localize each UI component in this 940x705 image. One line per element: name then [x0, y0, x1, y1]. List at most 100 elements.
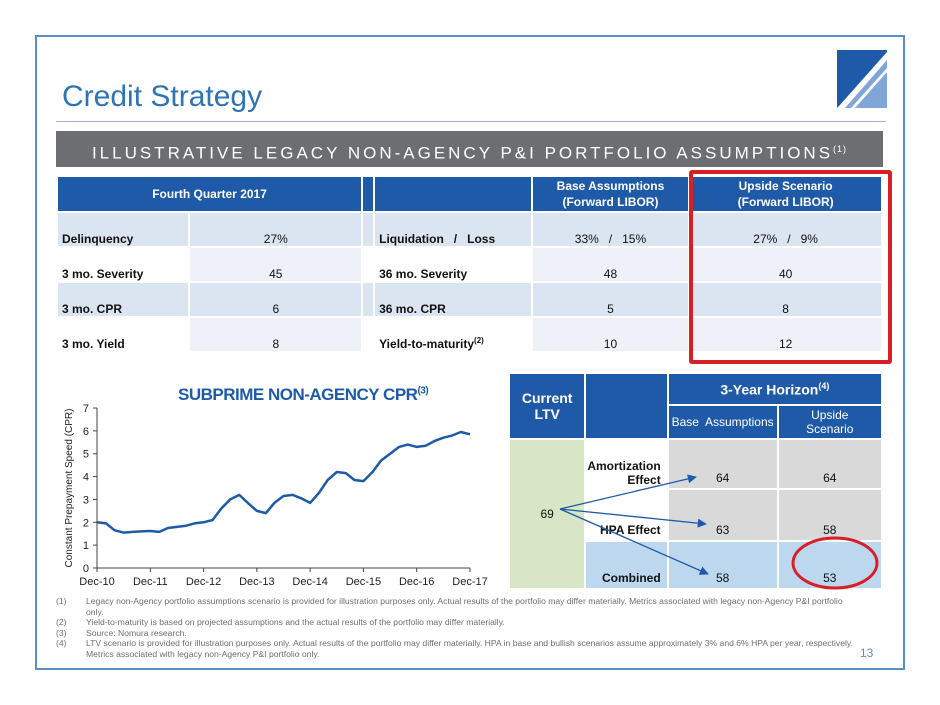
row-value: 45	[190, 248, 362, 281]
header-base-assumptions: Base Assumptions (Forward LIBOR)	[532, 177, 689, 211]
header-upside-line2: (Forward LIBOR)	[737, 195, 834, 209]
row-base: 33% / 15%	[532, 213, 689, 246]
row-spacer	[363, 213, 374, 246]
y-tick-label: 0	[83, 563, 89, 575]
header-base-line1: Base Assumptions	[556, 179, 665, 193]
row-value: 8	[190, 318, 362, 351]
row-label-2: Yield-to-maturity(2)	[375, 318, 531, 351]
table-row: 69 Amortization Effect 64 64	[510, 440, 881, 588]
row-label: 3 mo. Yield	[58, 318, 189, 351]
upside-value: 58	[778, 490, 881, 540]
row-value: 27%	[190, 213, 362, 246]
y-tick-label: 7	[83, 403, 89, 415]
x-tick-label: Dec-16	[399, 576, 434, 588]
base-value: 64	[668, 440, 777, 488]
row-base: 48	[532, 248, 689, 281]
effect-label-line1: Amortization	[587, 459, 661, 473]
x-tick-label: Dec-12	[186, 576, 221, 588]
table-row: 3 mo. Yield 8 Yield-to-maturity(2) 10 12	[58, 318, 881, 351]
chart-title: SUBPRIME NON-AGENCY CPR(3)	[178, 385, 429, 405]
upside-line2: Scenario	[806, 422, 854, 436]
footnote-number: (1)	[56, 596, 67, 606]
footnote-text: Source: Nomura research.	[86, 627, 187, 638]
assumptions-table: Fourth Quarter 2017 Base Assumptions (Fo…	[56, 175, 883, 353]
table-row: 3 mo. CPR 6 36 mo. CPR 5 8	[58, 283, 881, 316]
chart-title-footnote-ref: (3)	[417, 385, 429, 397]
header-fourth-quarter: Fourth Quarter 2017	[58, 177, 362, 211]
table-row: 3 mo. Severity 45 36 mo. Severity 48 40	[58, 248, 881, 281]
row-label: 3 mo. Severity	[58, 248, 189, 281]
effect-label: Amortization Effect	[586, 440, 666, 488]
cpr-series-line	[96, 430, 471, 534]
base-value: 58	[668, 542, 777, 588]
header-upside-scenario: Upside Scenario (Forward LIBOR)	[690, 177, 881, 211]
row-label-2: Liquidation / Loss	[375, 213, 531, 246]
ltv-subheader-row: Base Assumptions Upside Scenario	[510, 406, 881, 438]
upside-highlight-box	[689, 170, 892, 364]
chart-series-group	[96, 430, 471, 534]
page-title: Credit Strategy	[62, 80, 263, 113]
header-3-year-horizon: 3-Year Horizon(4)	[668, 374, 881, 404]
row-base: 5	[532, 283, 689, 316]
y-tick-labels: 0 1 2 3 4 5 6 7	[83, 403, 97, 575]
row-upside: 40	[690, 248, 881, 281]
assumptions-header-row: Fourth Quarter 2017 Base Assumptions (Fo…	[58, 177, 881, 211]
footnote: (1) Legacy non-Agency portfolio assumptio…	[56, 596, 856, 617]
company-logo	[837, 50, 887, 108]
base-value: 63	[668, 490, 777, 540]
x-tick-label: Dec-10	[79, 576, 114, 588]
y-tick-label: 2	[83, 517, 89, 529]
footnote: (2) Yield-to-maturity is based on project…	[56, 617, 856, 628]
header-blank	[586, 374, 667, 438]
header-blank	[375, 177, 531, 211]
header-spacer	[363, 177, 374, 211]
x-tick-label: Dec-15	[346, 576, 381, 588]
footnote-number: (3)	[56, 627, 67, 638]
effect-label: Combined	[586, 542, 667, 588]
banner-text: ILLUSTRATIVE LEGACY NON-AGENCY P&I PORTF…	[91, 143, 834, 163]
page-number: 13	[860, 646, 874, 660]
header-upside-scenario: Upside Scenario	[778, 406, 881, 438]
upside-line1: Upside	[811, 408, 849, 422]
current-ltv-line1: Current	[521, 390, 573, 406]
y-tick-label: 6	[83, 426, 89, 438]
footnote-text: Legacy non-Agency portfolio assumptions …	[86, 596, 843, 617]
row-spacer	[363, 248, 374, 281]
row-label: 3 mo. CPR	[58, 283, 189, 316]
banner-footnote-ref: (1)	[833, 144, 848, 154]
row-spacer	[363, 283, 374, 316]
ltv-table: Current LTV 3-Year Horizon(4) Base Assum…	[508, 372, 883, 590]
y-tick-label: 4	[83, 472, 89, 484]
chart-title-text: SUBPRIME NON-AGENCY CPR	[178, 385, 418, 404]
row-spacer	[363, 318, 374, 351]
x-tick-label: Dec-11	[133, 576, 168, 588]
effect-label-line2: Effect	[627, 473, 661, 487]
horizon-text: 3-Year Horizon	[720, 381, 819, 398]
horizon-footnote-ref: (4)	[818, 380, 830, 391]
footnote: (4) LTV scenario is provided for illustra…	[56, 638, 856, 659]
x-tick-label: Dec-14	[292, 576, 327, 588]
section-banner: ILLUSTRATIVE LEGACY NON-AGENCY P&I PORTF…	[56, 131, 883, 167]
chart-axes	[96, 408, 470, 569]
header-base-line2: (Forward LIBOR)	[562, 195, 659, 209]
row-upside: 27% / 9%	[690, 213, 881, 246]
y-axis-label: Constant Prepayment Speed (CPR)	[64, 409, 75, 568]
cpr-line-chart: Constant Prepayment Speed (CPR) 0 1 2 3 4 5 6 7…	[64, 403, 488, 588]
table-row: Delinquency 27% Liquidation / Loss 33% /…	[58, 213, 881, 246]
y-tick-label: 5	[83, 449, 89, 461]
row-upside: 8	[690, 283, 881, 316]
x-tick-label: Dec-17	[452, 576, 487, 588]
header-upside-line1: Upside Scenario	[738, 179, 833, 193]
slide-frame	[35, 35, 905, 670]
header-base-assumptions: Base Assumptions	[668, 406, 777, 438]
footnote: (3) Source: Nomura research.	[56, 628, 856, 639]
footnotes: (1) Legacy non-Agency portfolio assumptio…	[56, 596, 856, 660]
y-axis-label-group: Constant Prepayment Speed (CPR)	[64, 409, 75, 568]
ltv-header-row: Current LTV 3-Year Horizon(4)	[510, 374, 881, 438]
footnote-text: Yield-to-maturity is based on projected …	[86, 617, 505, 628]
current-ltv-line2: LTV	[534, 406, 560, 422]
title-divider	[56, 121, 886, 122]
row-label-2: 36 mo. CPR	[375, 283, 531, 316]
row-base: 10	[532, 318, 689, 351]
current-ltv-value: 69	[510, 440, 585, 588]
